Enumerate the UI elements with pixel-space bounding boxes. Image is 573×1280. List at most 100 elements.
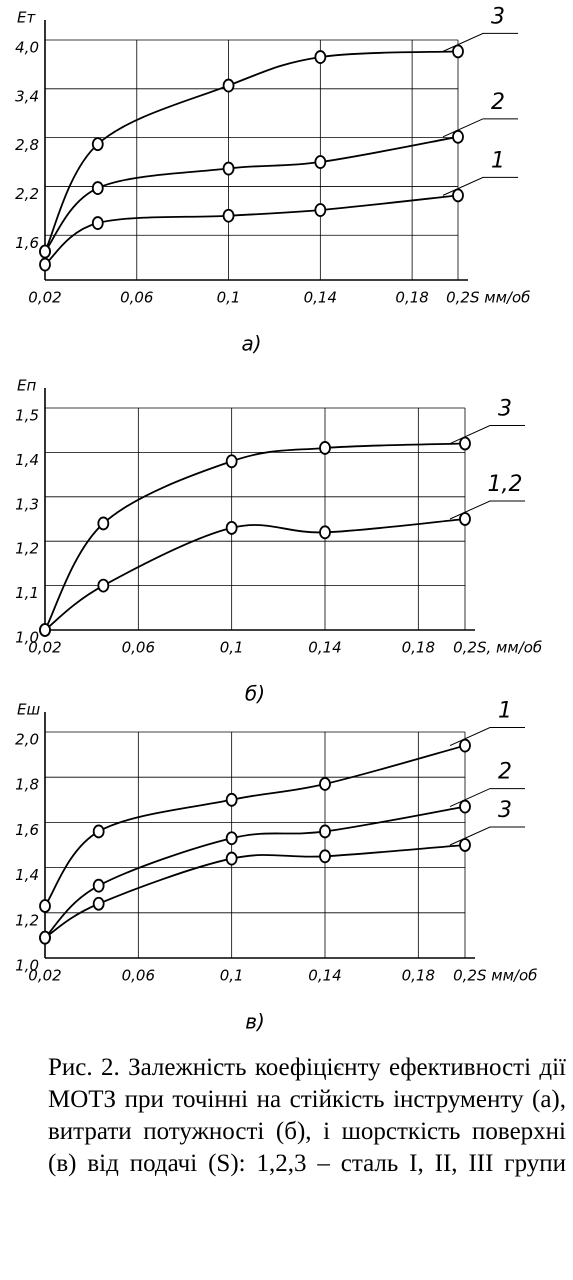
x-axis-label: S мм/об: [470, 289, 530, 307]
y-tick-label: 1,0: [15, 957, 39, 975]
series-label: 3: [498, 397, 512, 422]
x-axis-label: S, мм/об: [477, 639, 542, 657]
series-curve: [44, 194, 459, 266]
data-point: [97, 516, 110, 531]
x-tick-label: 0,14: [304, 289, 337, 307]
x-tick-label: 0,1: [217, 289, 241, 307]
data-point: [319, 777, 331, 791]
series-label: 1: [491, 148, 505, 173]
series-label: 3: [498, 798, 512, 823]
y-tick-label: 1,8: [15, 776, 39, 794]
x-tick-label: 0,02: [28, 289, 61, 307]
data-point: [459, 512, 471, 526]
data-point: [319, 441, 331, 455]
series-curve: [44, 844, 466, 939]
x-tick-label: 0,02: [28, 639, 61, 657]
y-tick-label: 1,4: [15, 866, 39, 884]
x-tick-label: 0,2: [453, 967, 477, 985]
data-point: [459, 838, 471, 852]
data-point: [459, 799, 471, 814]
data-point: [92, 878, 105, 893]
data-point: [39, 899, 51, 913]
y-tick-label: 3,4: [15, 87, 39, 105]
data-point: [39, 257, 51, 272]
data-point: [222, 78, 235, 93]
data-point: [225, 831, 238, 846]
data-point: [319, 525, 331, 540]
data-point: [452, 44, 464, 59]
x-tick-label: 0,14: [308, 639, 341, 657]
panel-label: а): [241, 332, 261, 356]
y-axis-label: Ет: [17, 9, 36, 27]
series-label: 1: [498, 699, 512, 724]
data-point: [222, 161, 235, 176]
y-tick-label: 1,3: [15, 495, 39, 513]
y-tick-label: 1,2: [15, 911, 39, 929]
y-tick-label: 1,6: [15, 821, 39, 839]
x-axis-label: S мм/об: [477, 967, 537, 985]
x-tick-label: 0,14: [308, 967, 341, 985]
data-point: [39, 930, 51, 945]
leader-line: [449, 727, 525, 747]
data-point: [225, 520, 238, 535]
series-curve: [44, 135, 459, 253]
y-tick-label: 4,0: [15, 39, 39, 57]
series-label: 2: [491, 90, 505, 115]
data-point: [91, 137, 104, 152]
leader-line: [442, 118, 518, 138]
x-tick-label: 0,06: [122, 639, 155, 657]
data-point: [314, 155, 327, 169]
data-point: [319, 849, 331, 864]
x-tick-label: 0,18: [402, 967, 435, 985]
data-point: [92, 824, 105, 839]
data-point: [452, 129, 464, 144]
figure: 1,6 2,2 2,8 3,4 4,0 0,02 0,06 0,1 0,14 0,18 0,2 Ет S…: [15, 4, 542, 1034]
panel-label: в): [245, 1010, 265, 1034]
data-point: [91, 216, 104, 230]
series-curve: [44, 442, 466, 631]
data-point: [92, 896, 105, 911]
figure-caption: Рис. 2. Залежність коефіцієнту ефективно…: [48, 1054, 566, 1177]
data-point: [39, 244, 51, 259]
x-tick-label: 0,2: [453, 639, 477, 657]
series-curve: [44, 518, 466, 631]
y-tick-label: 1,0: [15, 629, 39, 647]
data-point: [222, 208, 235, 223]
data-point: [452, 188, 464, 203]
data-point: [319, 824, 331, 839]
series-label: 1,2: [488, 472, 523, 497]
x-tick-label: 0,06: [120, 289, 153, 307]
y-axis-label: Еш: [17, 701, 40, 719]
data-point: [459, 436, 471, 451]
data-point: [97, 578, 110, 593]
x-tick-label: 0,2: [446, 289, 470, 307]
leader-line: [449, 826, 525, 846]
x-tick-label: 0,1: [220, 967, 244, 985]
data-point: [314, 203, 327, 217]
y-tick-label: 2,2: [15, 185, 39, 203]
leader-line: [442, 176, 518, 196]
y-tick-label: 2,8: [15, 136, 39, 154]
y-tick-label: 1,4: [15, 451, 39, 469]
leader-line: [449, 425, 525, 444]
x-tick-label: 0,18: [395, 289, 428, 307]
leader-line: [449, 788, 525, 808]
leader-line: [449, 500, 525, 520]
y-tick-label: 1,6: [15, 234, 39, 252]
series-label: 2: [498, 760, 512, 785]
data-point: [225, 454, 238, 469]
data-point: [39, 623, 51, 637]
data-point: [225, 851, 238, 866]
y-axis-label: Еп: [17, 377, 36, 395]
leader-line: [442, 32, 518, 52]
series-label: 3: [491, 4, 505, 29]
data-point: [314, 50, 327, 64]
y-tick-label: 1,1: [15, 584, 39, 602]
y-tick-label: 1,2: [15, 540, 39, 558]
data-point: [459, 738, 471, 753]
y-tick-label: 2,0: [15, 731, 39, 749]
y-tick-label: 1,5: [15, 407, 39, 425]
x-tick-label: 0,06: [122, 967, 155, 985]
x-tick-label: 0,1: [220, 639, 244, 657]
